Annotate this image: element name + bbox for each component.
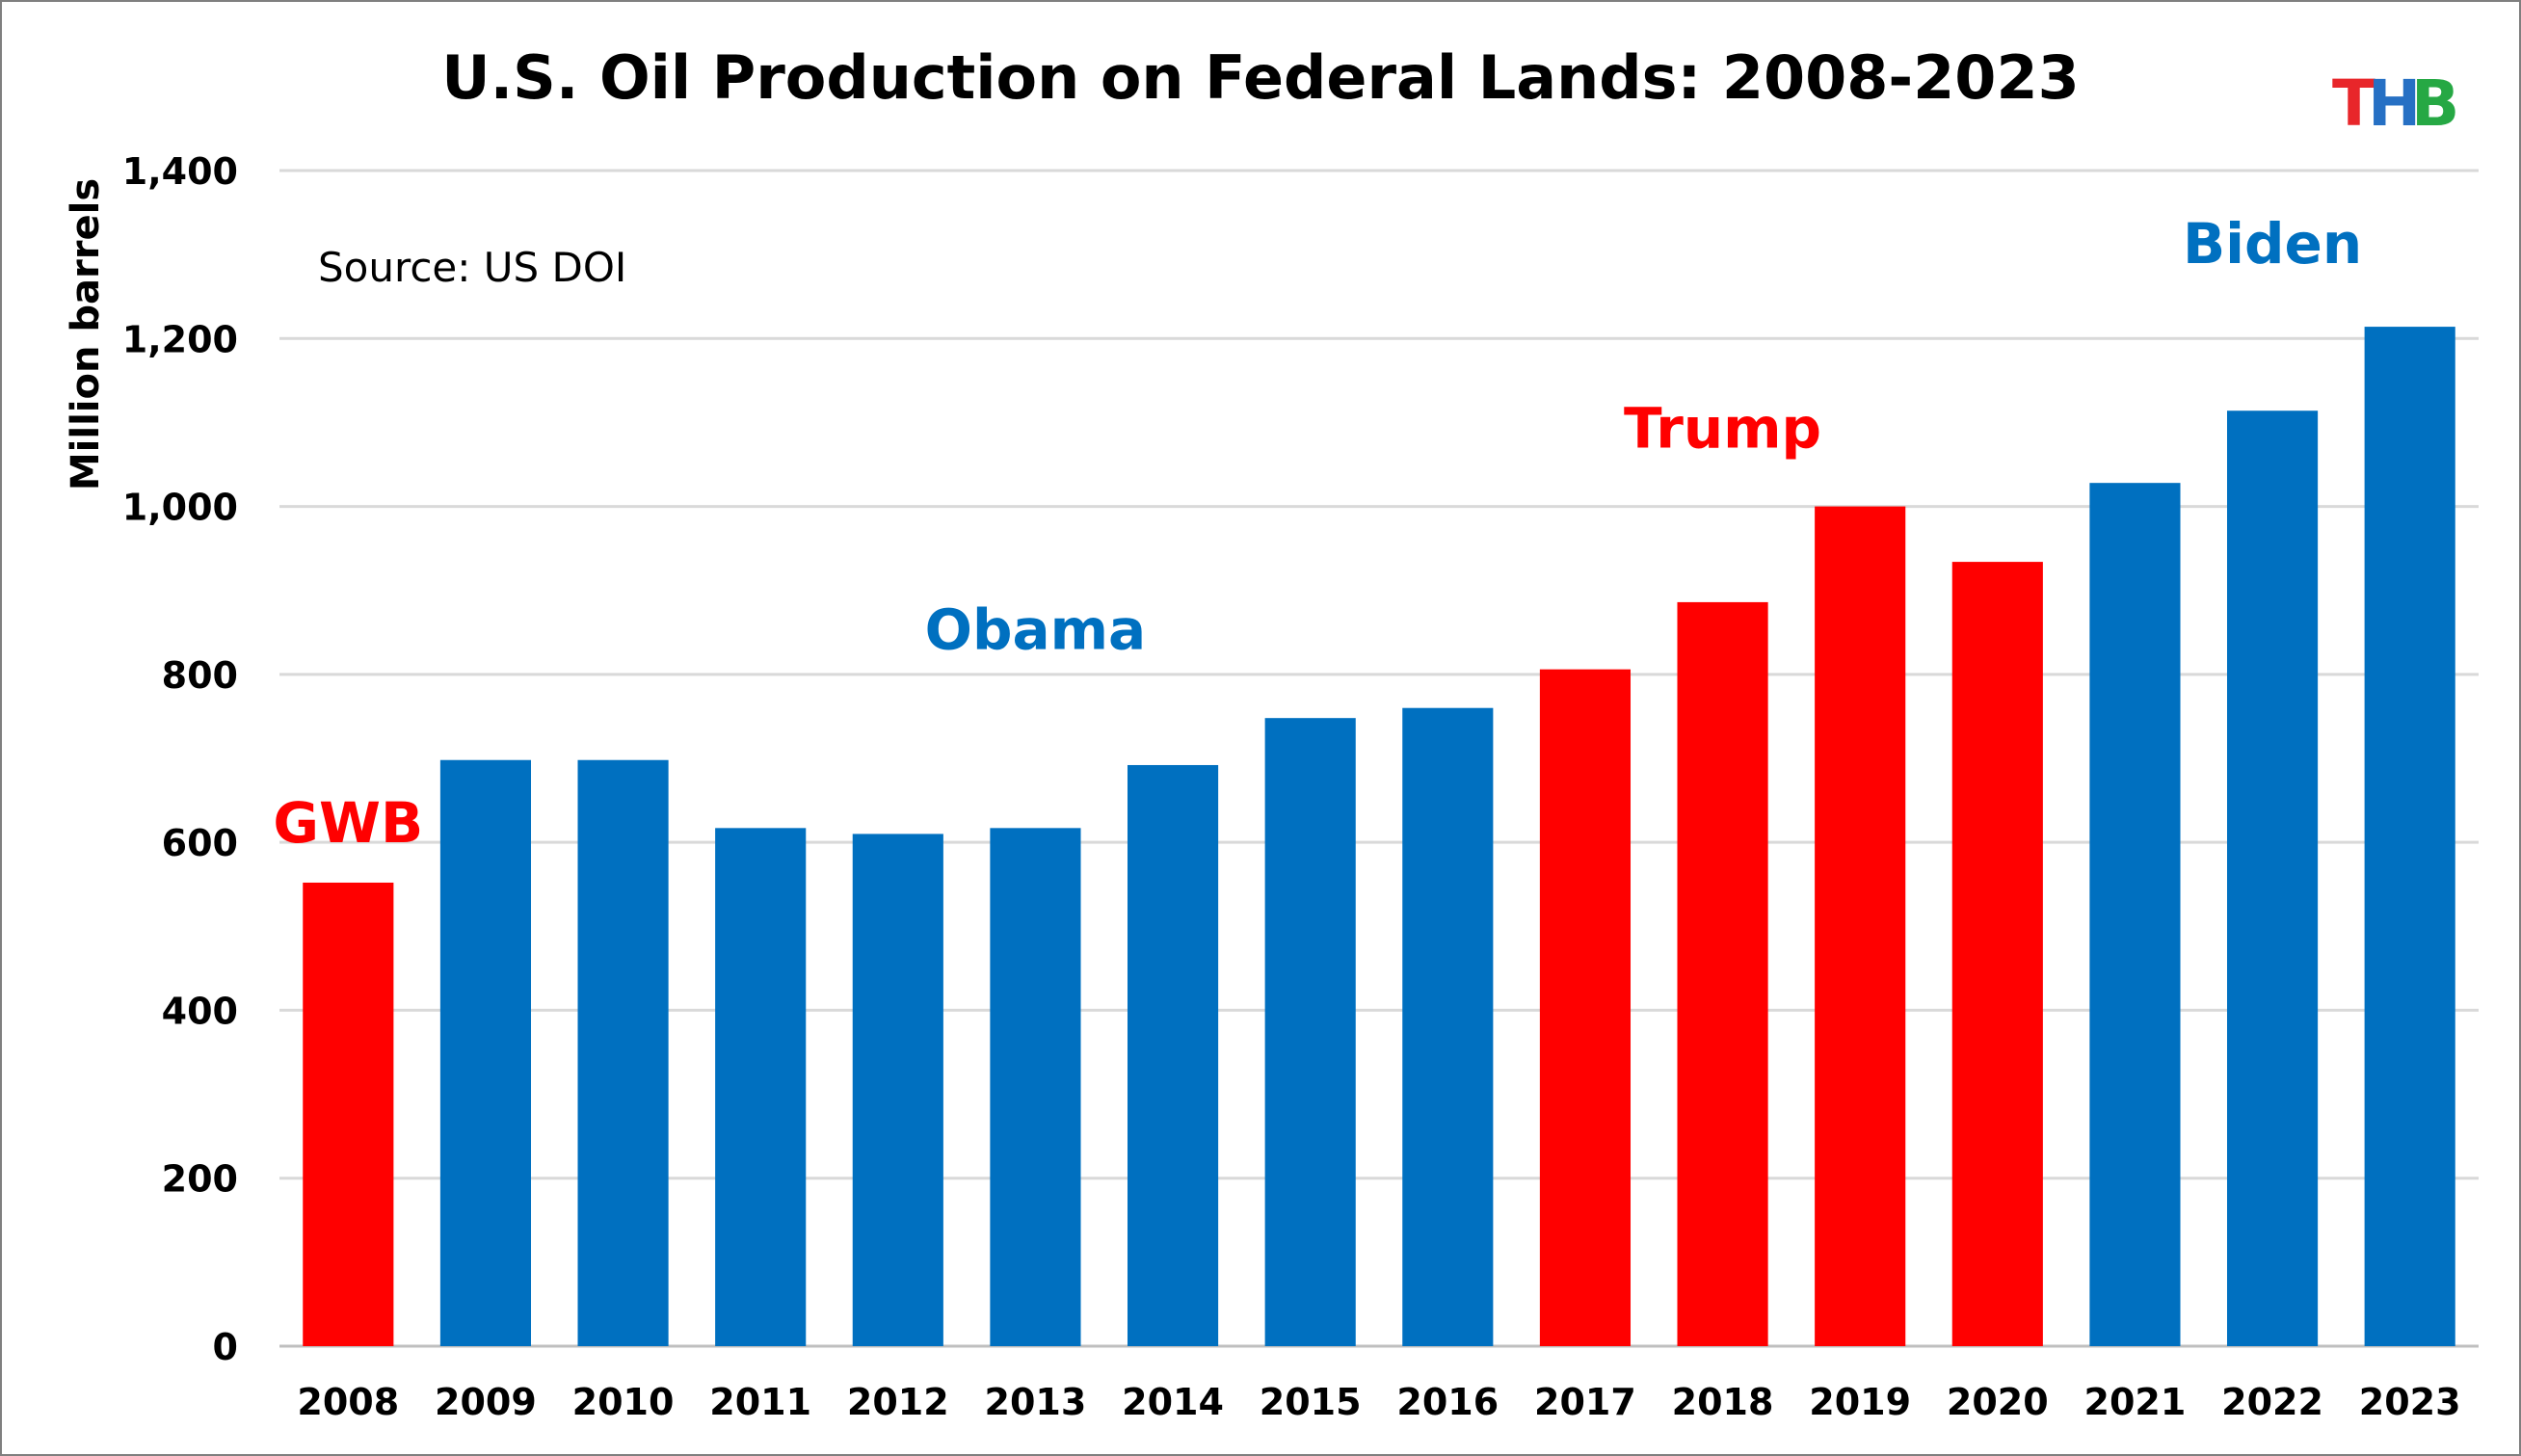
bar-2018 [1677, 601, 1768, 1346]
x-tick-label: 2022 [2221, 1381, 2323, 1423]
x-tick-label: 2023 [2359, 1381, 2461, 1423]
annotation-biden: Biden [2183, 211, 2362, 277]
x-tick-label: 2021 [2084, 1381, 2187, 1423]
x-tick-label: 2020 [1947, 1381, 2049, 1423]
bar-2020 [1951, 562, 2043, 1346]
x-tick-label: 2019 [1809, 1381, 1911, 1423]
y-tick-label: 400 [162, 990, 238, 1032]
y-tick-label: 0 [213, 1326, 238, 1368]
chart-title: U.S. Oil Production on Federal Lands: 20… [441, 42, 2079, 113]
x-tick-labels: 2008 2009 2010 2011 2012 2013 2014 2015 2016 2017… [297, 1381, 2460, 1423]
bar-2022 [2226, 410, 2319, 1346]
x-tick-label: 2016 [1396, 1381, 1499, 1423]
annotation-obama: Obama [925, 597, 1147, 663]
thb-logo: T H B [2332, 66, 2459, 141]
x-tick-label: 2013 [985, 1381, 1087, 1423]
x-tick-label: 2018 [1672, 1381, 1774, 1423]
bar-2011 [715, 828, 807, 1346]
y-tick-label: 1,000 [122, 487, 238, 529]
bar-2013 [990, 828, 1081, 1346]
x-tick-label: 2009 [435, 1381, 537, 1423]
x-tick-label: 2011 [709, 1381, 811, 1423]
logo-letter-t: T [2332, 66, 2375, 141]
bar-2012 [852, 834, 943, 1346]
bar-2008 [303, 882, 394, 1346]
y-tick-label: 1,400 [122, 150, 238, 193]
x-tick-label: 2008 [297, 1381, 399, 1423]
bar-2016 [1402, 707, 1494, 1346]
y-tick-label: 1,200 [122, 318, 238, 360]
bar-2009 [439, 759, 532, 1346]
annotation-trump: Trump [1624, 396, 1821, 462]
annotation-gwb: GWB [273, 790, 423, 856]
logo-letter-h: H [2368, 66, 2421, 141]
bars [303, 327, 2455, 1347]
x-tick-label: 2017 [1534, 1381, 1636, 1423]
bar-2023 [2364, 327, 2455, 1347]
president-annotations: GWB Obama Trump Biden [273, 211, 2362, 856]
bar-2014 [1127, 764, 1219, 1346]
source-note: Source: US DOI [318, 244, 626, 291]
x-tick-label: 2014 [1122, 1381, 1224, 1423]
y-axis-label: Million barrels [64, 178, 108, 490]
bar-2019 [1815, 506, 1906, 1346]
x-tick-label: 2012 [847, 1381, 949, 1423]
x-tick-label: 2010 [572, 1381, 675, 1423]
logo-letter-b: B [2411, 66, 2459, 141]
bar-2021 [2089, 483, 2181, 1347]
bar-2010 [577, 759, 669, 1346]
y-tick-labels: 0 200 400 600 800 1,000 1,200 1,400 [122, 150, 238, 1368]
y-tick-label: 200 [162, 1158, 238, 1201]
bar-2015 [1264, 718, 1356, 1346]
y-tick-label: 600 [162, 822, 238, 864]
x-tick-label: 2015 [1260, 1381, 1362, 1423]
bar-2017 [1539, 669, 1632, 1346]
y-tick-label: 800 [162, 654, 238, 697]
